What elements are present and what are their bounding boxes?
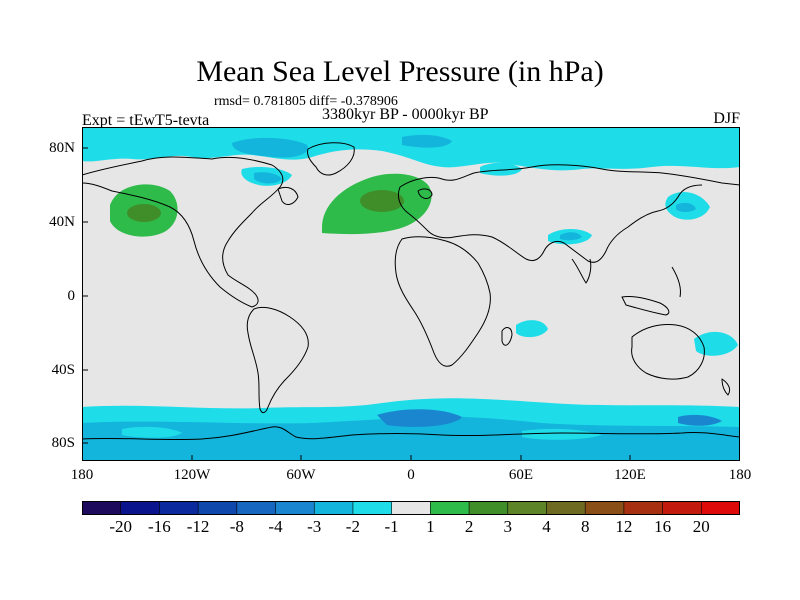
lat-label-40n: 40N bbox=[49, 214, 75, 230]
colorbar-label: -2 bbox=[345, 517, 360, 536]
colorbar-cell bbox=[352, 501, 393, 515]
colorbar-label: 1 bbox=[426, 517, 435, 536]
colorbar-cell bbox=[159, 501, 199, 515]
colorbar-label: -20 bbox=[109, 517, 133, 536]
lat-label-0: 0 bbox=[67, 288, 76, 304]
colorbar-label: -12 bbox=[186, 517, 210, 536]
colorbar-cell bbox=[82, 501, 122, 515]
colorbar-cell bbox=[468, 501, 509, 515]
colorbar-label: -1 bbox=[384, 517, 399, 536]
colorbar-cell bbox=[430, 501, 470, 515]
pressure-difference-map bbox=[82, 127, 740, 461]
colorbar-label: 16 bbox=[654, 517, 672, 536]
colorbar-label: -8 bbox=[229, 517, 244, 536]
colorbar-cell bbox=[623, 501, 664, 515]
coastlines bbox=[82, 142, 740, 441]
map-title: Mean Sea Level Pressure (in hPa) bbox=[196, 55, 604, 88]
arctic-negative-anomaly bbox=[82, 127, 740, 186]
lon-label-0: 0 bbox=[407, 467, 415, 483]
colorbar bbox=[82, 501, 740, 515]
scattered-negative-patches bbox=[516, 192, 738, 356]
colorbar-cell bbox=[584, 501, 625, 515]
colorbar-label: 8 bbox=[580, 517, 590, 536]
lon-label-60e: 60E bbox=[508, 467, 534, 483]
lat-label-80n: 80N bbox=[49, 140, 75, 156]
colorbar-cell bbox=[313, 501, 354, 515]
rmsd-diff-stats: rmsd= 0.781805 diff= -0.378906 bbox=[214, 94, 398, 109]
colorbar-cell bbox=[197, 501, 238, 515]
colorbar-cell bbox=[700, 501, 740, 515]
colorbar-cell bbox=[546, 501, 586, 515]
lon-label-120w: 120W bbox=[173, 467, 211, 483]
lon-label-180w: 180 bbox=[70, 467, 94, 483]
lat-label-80s: 80S bbox=[51, 435, 75, 451]
season-label: DJF bbox=[713, 110, 740, 127]
colorbar-label: 3 bbox=[503, 517, 513, 536]
period-label: 3380kyr BP - 0000kyr BP bbox=[322, 106, 489, 123]
colorbar-label: 20 bbox=[692, 517, 710, 536]
colorbar-label: 4 bbox=[542, 517, 551, 536]
axis-ticks bbox=[82, 147, 740, 461]
colorbar-label: -4 bbox=[268, 517, 283, 536]
colorbar-cell bbox=[236, 501, 277, 515]
colorbar-cell bbox=[391, 501, 432, 515]
colorbar-cell bbox=[507, 501, 548, 515]
colorbar-label: 12 bbox=[615, 517, 633, 536]
lon-label-180e: 180 bbox=[728, 467, 752, 483]
experiment-label: Expt = tEwT5-tevta bbox=[82, 112, 210, 129]
north-pacific-positive-anomaly bbox=[110, 184, 178, 237]
lon-label-60w: 60W bbox=[286, 467, 316, 483]
colorbar-label: -3 bbox=[307, 517, 322, 536]
north-atlantic-positive-anomaly bbox=[322, 173, 432, 235]
colorbar-label: 2 bbox=[464, 517, 474, 536]
colorbar-label: -16 bbox=[148, 517, 171, 536]
colorbar-cell bbox=[120, 501, 161, 515]
colorbar-cell bbox=[662, 501, 703, 515]
colorbar-cell bbox=[275, 501, 316, 515]
lon-label-120e: 120E bbox=[614, 467, 646, 483]
antarctic-negative-anomaly bbox=[82, 398, 740, 461]
lat-label-40s: 40S bbox=[51, 362, 75, 378]
